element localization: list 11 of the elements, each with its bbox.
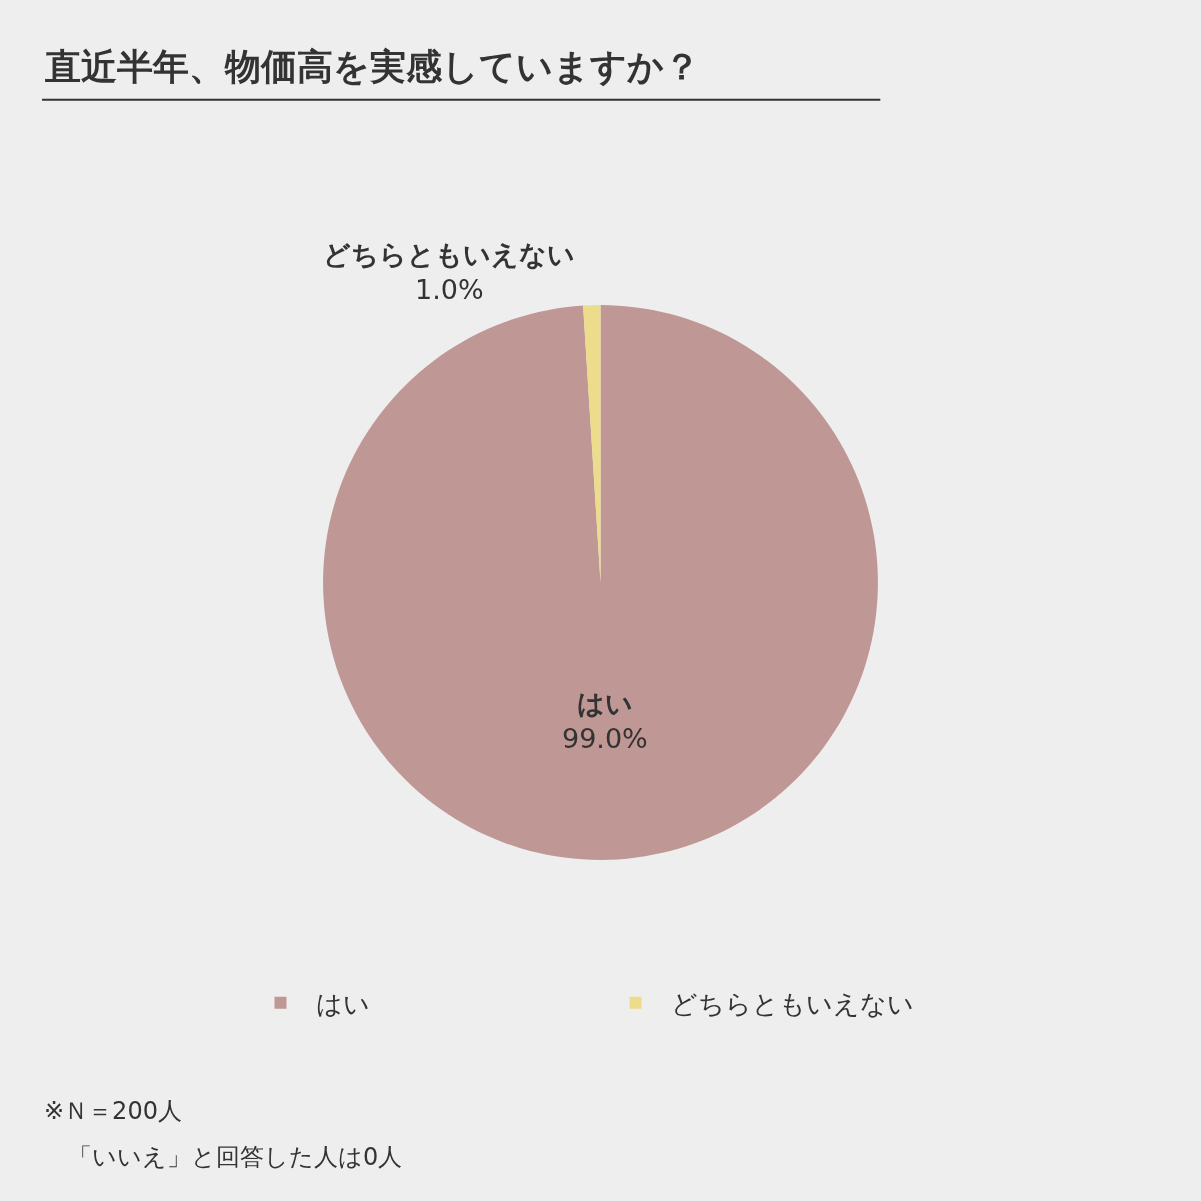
text: 「いいえ」と回答した人は0人	[68, 1143, 403, 1171]
slice-label: どちらともいえない	[323, 239, 576, 271]
pie-slice	[323, 305, 878, 860]
legend-label: はい	[315, 988, 370, 1019]
chart-title: 直近半年、物価高を実感していますか？	[44, 46, 700, 87]
data-label: 1.0%	[414, 274, 484, 306]
legend-label: どちらともいえない	[670, 988, 914, 1019]
pie-slice	[583, 305, 601, 583]
text: ※Ｎ＝200人	[44, 1097, 182, 1125]
data-label: 99.0%	[561, 723, 648, 755]
slice-label: はい	[576, 688, 633, 720]
